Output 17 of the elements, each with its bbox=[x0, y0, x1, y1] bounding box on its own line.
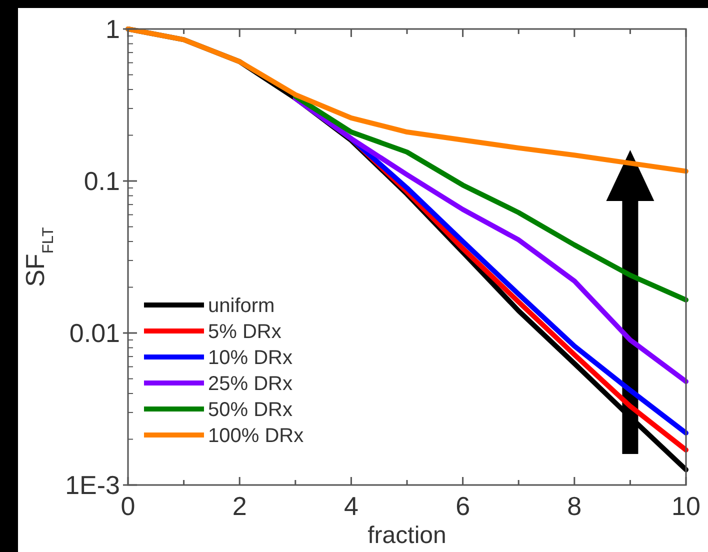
legend-label: 25% DRx bbox=[208, 373, 292, 395]
x-tick-label: 0 bbox=[120, 491, 136, 521]
legend-label: 100% DRx bbox=[208, 425, 304, 447]
legend-label: 5% DRx bbox=[208, 321, 282, 343]
x-tick-label: 2 bbox=[232, 491, 247, 521]
y-tick-label: 0.01 bbox=[69, 318, 120, 348]
x-axis-title: fraction bbox=[368, 522, 446, 549]
legend-label: 10% DRx bbox=[208, 347, 292, 369]
x-tick-label: 6 bbox=[456, 491, 470, 521]
legend-label: 50% DRx bbox=[208, 399, 292, 421]
legend-label: uniform bbox=[208, 295, 275, 317]
x-tick-label: 4 bbox=[344, 491, 358, 521]
y-tick-label: 1E-3 bbox=[65, 470, 120, 500]
x-tick-label: 8 bbox=[567, 491, 582, 521]
y-tick-label: 0.1 bbox=[84, 166, 120, 196]
y-tick-label: 1 bbox=[106, 14, 120, 44]
x-tick-label: 10 bbox=[672, 491, 700, 521]
